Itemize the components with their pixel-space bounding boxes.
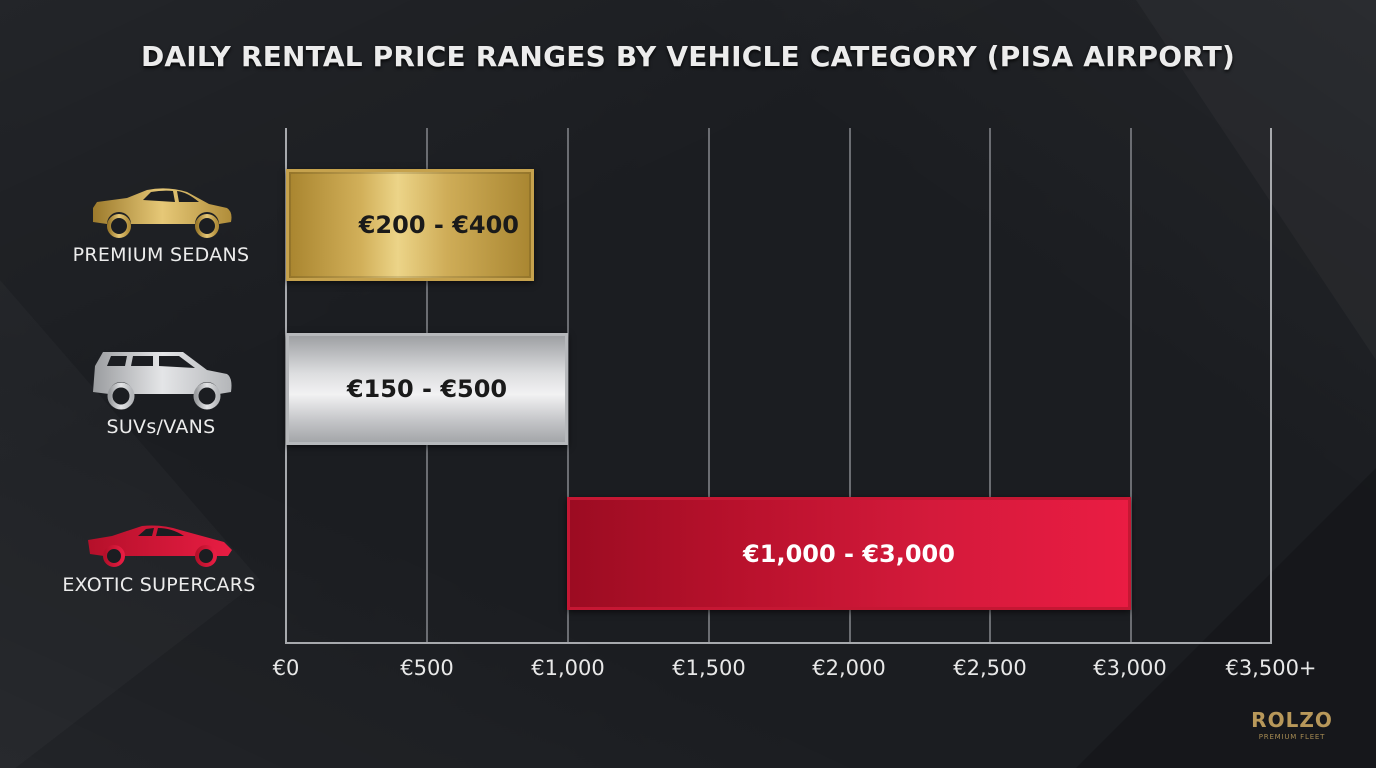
suv-car-icon — [93, 352, 232, 410]
x-tick-label: €500 — [400, 656, 454, 680]
brand-logo: ROLZO PREMIUM FLEET — [1232, 708, 1352, 741]
gridline — [849, 128, 851, 644]
x-axis-line — [286, 642, 1272, 644]
x-tick-label: €3,500+ — [1225, 656, 1317, 680]
bar-label: €150 - €500 — [346, 375, 508, 403]
category-exotic-supercars: EXOTIC SUPERCARS — [44, 522, 274, 596]
bar-label: €1,000 - €3,000 — [743, 539, 955, 568]
supercar-icon — [88, 525, 232, 567]
sedan-car-icon — [93, 188, 232, 238]
bar-label: €200 - €400 — [358, 211, 519, 239]
bar-premium-sedans: €200 - €400 — [286, 169, 534, 281]
category-label: EXOTIC SUPERCARS — [62, 574, 256, 596]
gridline — [567, 128, 569, 644]
bar-suvs-vans: €150 - €500 — [286, 333, 568, 445]
gridline — [989, 128, 991, 644]
logo-name: ROLZO — [1251, 708, 1333, 732]
x-tick-label: €1,500 — [672, 656, 746, 680]
logo-tagline: PREMIUM FLEET — [1258, 733, 1326, 741]
category-suvs-vans: SUVs/VANS — [46, 348, 276, 438]
gridline — [708, 128, 710, 644]
gridline — [1270, 128, 1272, 644]
x-tick-label: €1,000 — [531, 656, 605, 680]
category-label: SUVs/VANS — [106, 416, 216, 438]
x-tick-label: €3,000 — [1093, 656, 1167, 680]
gridline — [1130, 128, 1132, 644]
x-tick-label: €2,000 — [812, 656, 886, 680]
category-label: PREMIUM SEDANS — [72, 244, 250, 266]
x-tick-label: €2,500 — [953, 656, 1027, 680]
category-premium-sedans: PREMIUM SEDANS — [46, 186, 276, 266]
bar-exotic-supercars: €1,000 - €3,000 — [567, 497, 1131, 610]
x-tick-label: €0 — [272, 656, 300, 680]
chart-title: DAILY RENTAL PRICE RANGES BY VEHICLE CAT… — [140, 40, 1236, 73]
